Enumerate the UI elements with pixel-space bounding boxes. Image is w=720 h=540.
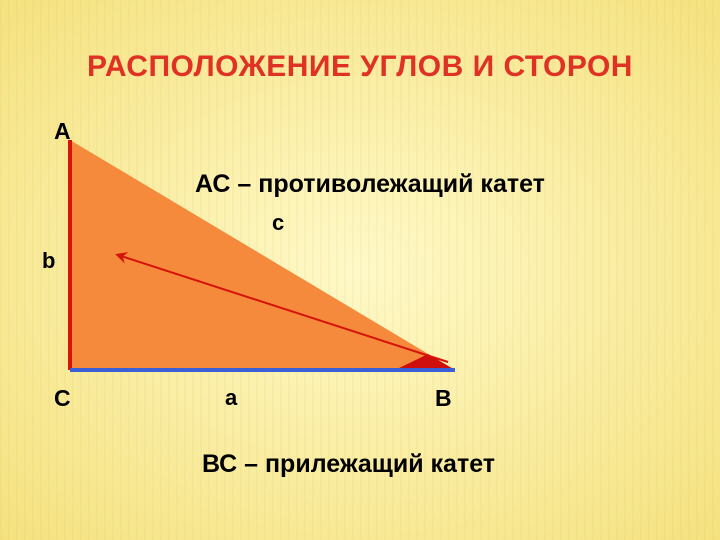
caption-adjacent-cathetus: ВС – прилежащий катет — [202, 450, 495, 479]
caption-opposite-cathetus: АС – противолежащий катет — [195, 170, 545, 199]
vertex-label-b: В — [435, 385, 452, 412]
side-label-c: c — [272, 210, 284, 236]
slide-stage: РАСПОЛОЖЕНИЕ УГЛОВ И СТОРОН АС – противо… — [0, 0, 720, 540]
slide-title: РАСПОЛОЖЕНИЕ УГЛОВ И СТОРОН — [0, 50, 720, 84]
side-label-b: b — [42, 248, 55, 274]
vertex-label-c: С — [54, 385, 71, 412]
vertex-label-a: А — [54, 118, 71, 145]
side-label-a: a — [225, 385, 237, 411]
